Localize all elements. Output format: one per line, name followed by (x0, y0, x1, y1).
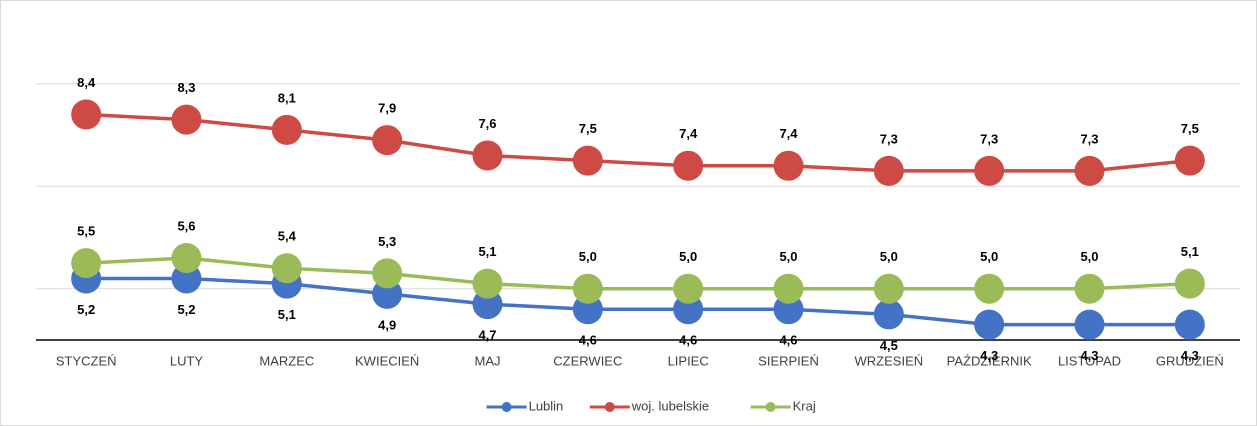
data-label: 4,6 (779, 333, 797, 348)
x-tick-label: CZERWIEC (553, 353, 622, 368)
marker (372, 278, 403, 309)
data-label: 4,6 (579, 333, 597, 348)
marker (472, 289, 503, 320)
x-tick-label: MARZEC (259, 353, 314, 368)
x-tick-label: LIPIEC (668, 353, 709, 368)
data-label: 5,0 (980, 249, 998, 264)
series-line (86, 112, 1191, 173)
data-label: 4,3 (1181, 348, 1199, 363)
marker (1174, 309, 1205, 340)
data-label: 8,1 (278, 90, 296, 105)
legend-marker (501, 402, 512, 412)
data-label: 5,6 (177, 218, 195, 233)
x-tick-label: LUTY (170, 353, 204, 368)
marker (1074, 273, 1105, 304)
legend-label: Lublin (529, 398, 564, 413)
data-label: 5,1 (1181, 244, 1199, 259)
data-label: 7,9 (378, 101, 396, 116)
marker (673, 273, 704, 304)
marker (472, 268, 503, 299)
x-tick-label: GRUDZIEŃ (1156, 353, 1224, 368)
data-label: 5,0 (1080, 249, 1098, 264)
marker (271, 253, 302, 284)
marker (572, 294, 603, 325)
marker (673, 150, 704, 181)
data-label: 5,0 (779, 249, 797, 264)
marker (873, 273, 904, 304)
legend-marker (604, 402, 615, 412)
marker (773, 150, 804, 181)
data-label: 5,0 (880, 249, 898, 264)
data-label: 8,4 (77, 75, 96, 90)
data-label: 7,6 (478, 116, 496, 131)
data-label: 7,3 (980, 131, 998, 146)
marker (974, 273, 1005, 304)
marker (572, 273, 603, 304)
data-label: 4,9 (378, 317, 396, 332)
legend-label: woj. lubelskie (631, 398, 709, 413)
marker (1174, 268, 1205, 299)
data-label: 7,3 (1080, 131, 1098, 146)
data-label: 7,5 (579, 121, 597, 136)
marker (1074, 309, 1105, 340)
data-label: 4,3 (980, 348, 998, 363)
marker (1174, 145, 1205, 176)
data-label: 5,2 (77, 302, 95, 317)
data-label: 7,5 (1181, 121, 1199, 136)
marker (974, 155, 1005, 186)
data-label: 5,3 (378, 234, 396, 249)
x-tick-label: PAŹDZIERNIK (947, 353, 1032, 368)
marker (974, 309, 1005, 340)
data-label: 7,4 (779, 126, 798, 141)
data-label: 5,0 (579, 249, 597, 264)
data-label: 5,5 (77, 224, 95, 239)
data-label: 4,5 (880, 338, 898, 353)
data-label: 7,3 (880, 131, 898, 146)
marker (171, 104, 202, 135)
data-label: 4,7 (478, 328, 496, 343)
x-tick-label: LISTOPAD (1058, 353, 1121, 368)
marker (271, 114, 302, 145)
legend-label: Kraj (793, 398, 816, 413)
data-label: 7,4 (679, 126, 698, 141)
marker (171, 263, 202, 294)
x-tick-label: WRZESIEŃ (855, 353, 924, 368)
data-label: 5,1 (278, 307, 296, 322)
marker (71, 248, 102, 279)
series-line (86, 276, 1190, 327)
marker (472, 140, 503, 171)
x-tick-label: MAJ (475, 353, 501, 368)
marker (773, 273, 804, 304)
marker (372, 258, 403, 289)
marker (171, 243, 202, 273)
data-label: 5,4 (278, 229, 297, 244)
marker (372, 125, 403, 156)
data-label: 5,0 (679, 249, 697, 264)
legend-marker (765, 402, 776, 412)
data-label: 5,1 (478, 244, 496, 259)
marker (1074, 155, 1105, 186)
marker (873, 299, 904, 330)
x-tick-label: STYCZEŃ (56, 353, 117, 368)
marker (572, 145, 603, 176)
data-label: 8,3 (177, 80, 195, 95)
series-line (86, 256, 1190, 291)
marker (773, 294, 804, 325)
data-label: 4,6 (679, 333, 697, 348)
data-label: 5,2 (177, 302, 195, 317)
marker (71, 99, 102, 130)
x-tick-label: SIERPIEŃ (758, 353, 819, 368)
marker (673, 294, 704, 325)
marker (873, 155, 904, 186)
data-label: 4,3 (1080, 348, 1098, 363)
x-tick-label: KWIECIEŃ (355, 353, 419, 368)
